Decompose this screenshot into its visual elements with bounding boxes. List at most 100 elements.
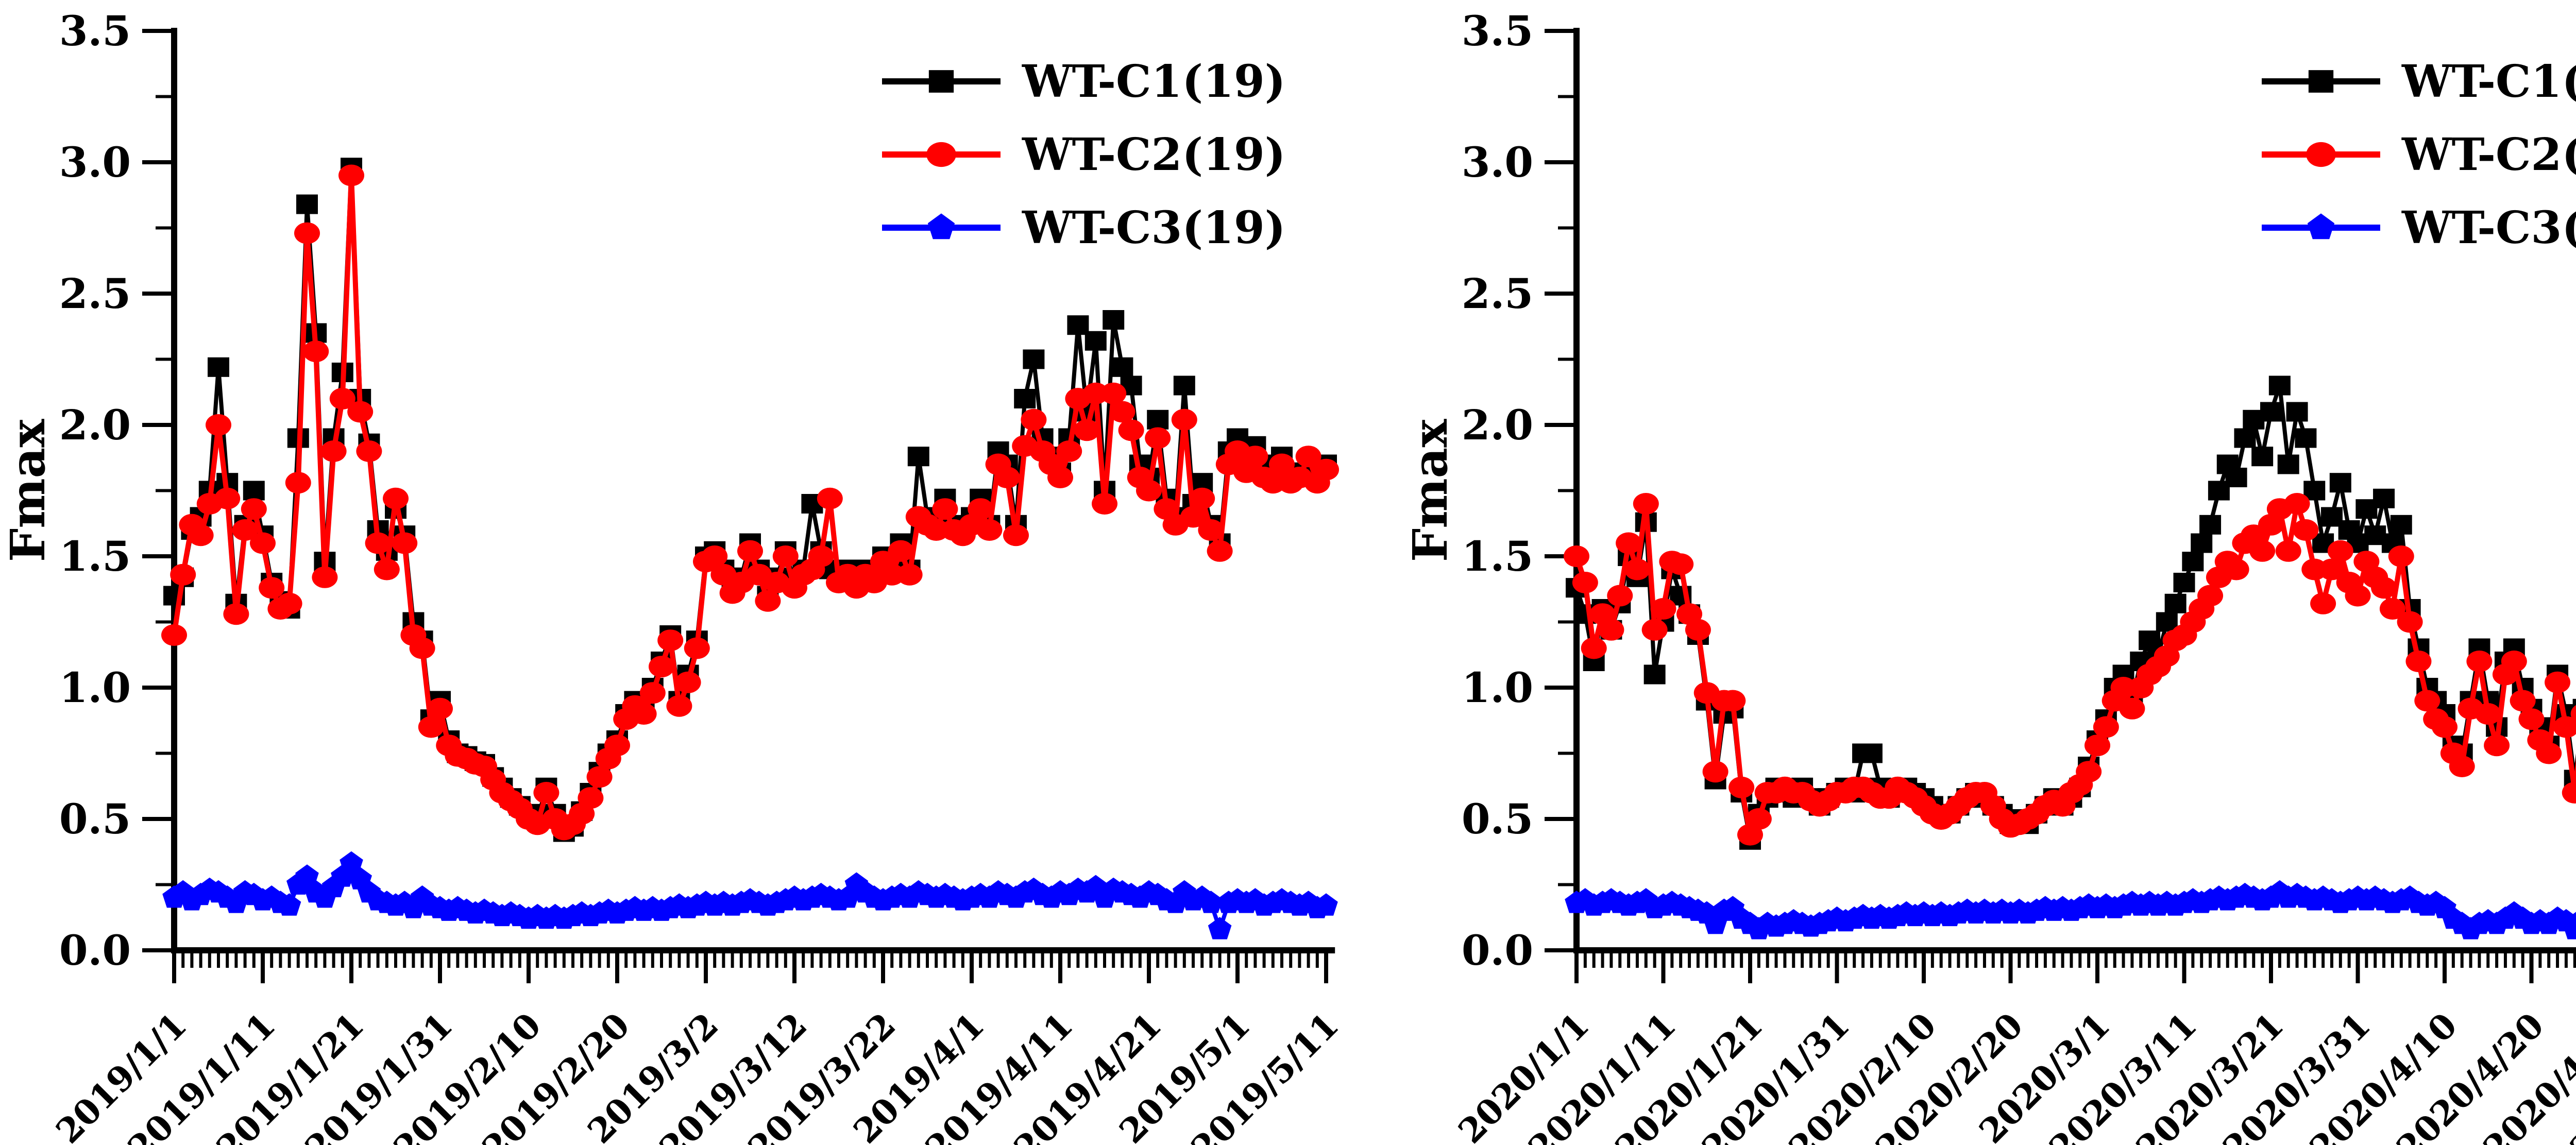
marker-square [2268,375,2291,396]
marker-circle [702,545,728,567]
marker-circle [1260,472,1286,494]
series-markers-WT-C2(20) [1564,493,2576,846]
marker-circle [2570,705,2576,723]
marker-pentagon [2307,213,2335,240]
marker-circle [1607,585,1633,607]
marker-square [1173,375,1195,396]
marker-circle [2388,545,2414,567]
marker-circle [2310,592,2336,614]
marker-square [208,357,229,377]
marker-square [2251,447,2274,467]
legend-label: WT-C1(19) [1022,56,1285,108]
marker-square [1084,331,1107,351]
marker-circle [2501,651,2527,672]
marker-circle [383,487,409,509]
marker-circle [2223,558,2249,580]
marker-circle [2449,756,2475,777]
marker-square [2390,515,2412,535]
marker-square [907,447,929,467]
marker-circle [1598,619,1624,641]
marker-circle [2405,651,2432,672]
y-tick-label: 0.5 [59,795,131,843]
marker-circle [1082,382,1109,404]
legend-item-WT-C3(19): WT-C3(19) [882,202,1285,254]
y-tick-label: 2.0 [59,401,131,449]
marker-circle [2093,716,2119,738]
marker-circle [1295,446,1321,468]
legend-label: WT-C2(20) [2401,129,2576,181]
marker-circle [755,590,781,612]
marker-square [1023,349,1045,369]
marker-circle [2327,540,2353,562]
marker-circle [250,532,276,554]
marker-circle [418,716,444,738]
marker-circle [241,498,267,520]
marker-square [928,70,954,93]
y-axis-title: Fmax [1402,419,1458,562]
marker-circle [2518,708,2545,730]
marker-circle [1207,540,1233,562]
marker-circle [1572,572,1598,593]
y-tick-label: 0.0 [1462,926,1533,975]
series-line-WT-C2(19) [172,173,1329,832]
marker-circle [1668,553,1694,575]
marker-circle [631,703,657,725]
marker-circle [1092,493,1117,515]
marker-circle [365,532,391,554]
marker-square [2286,402,2308,422]
chart-panel-2020: 0.00.51.01.52.02.53.03.52020/1/12020/1/1… [1402,7,2576,1145]
marker-circle [1109,401,1136,423]
marker-circle [1720,690,1746,712]
legend-2019: WT-C1(19) WT-C2(19) WT-C3(19) [882,56,1285,254]
marker-circle [1624,558,1650,580]
legend-label: WT-C2(19) [1022,129,1285,181]
marker-circle [1313,458,1339,481]
marker-circle [1242,446,1268,468]
marker-circle [2318,558,2345,580]
marker-square [1111,357,1133,377]
marker-circle [586,766,613,788]
legend-label: WT-C1(20) [2401,56,2576,108]
marker-square [296,194,318,214]
y-tick-label: 0.5 [1462,795,1533,843]
y-tick-label: 0.0 [59,926,131,975]
marker-pentagon [1208,917,1232,939]
marker-square [1860,743,1883,763]
marker-circle [2510,690,2536,712]
marker-circle [2466,651,2493,672]
marker-square [2373,488,2395,508]
marker-circle [666,695,692,717]
marker-circle [1171,408,1197,431]
marker-circle [675,671,701,693]
marker-circle [1702,761,1728,783]
marker-circle [1021,408,1047,431]
marker-circle [1641,619,1668,641]
marker-square [1643,664,1666,685]
legend-2020: WT-C1(20) WT-C2(20) WT-C3(20) [2262,56,2576,254]
marker-circle [427,697,453,720]
legend-item-WT-C1(19): WT-C1(19) [882,56,1285,108]
marker-circle [1003,524,1029,546]
marker-square [1147,409,1169,430]
marker-pentagon [277,893,301,916]
legend-item-WT-C3(20): WT-C3(20) [2262,202,2576,254]
marker-square [2295,428,2317,448]
chart-panel-2019: 0.00.51.01.52.02.53.03.52019/1/12019/1/1… [0,7,1346,1145]
legend-item-WT-C1(20): WT-C1(20) [2262,56,2576,108]
marker-circle [649,656,674,678]
marker-circle [817,487,843,509]
marker-circle [1616,532,1642,554]
marker-circle [285,472,311,494]
marker-circle [1118,419,1144,441]
marker-circle [347,401,374,423]
marker-pentagon [1199,891,1223,913]
marker-circle [533,782,560,804]
marker-pentagon [2571,912,2576,928]
marker-circle [994,467,1020,488]
marker-square [2277,454,2299,474]
series-markers-WT-C3(20) [1565,880,2576,939]
marker-circle [737,540,763,562]
marker-square [2260,402,2282,422]
